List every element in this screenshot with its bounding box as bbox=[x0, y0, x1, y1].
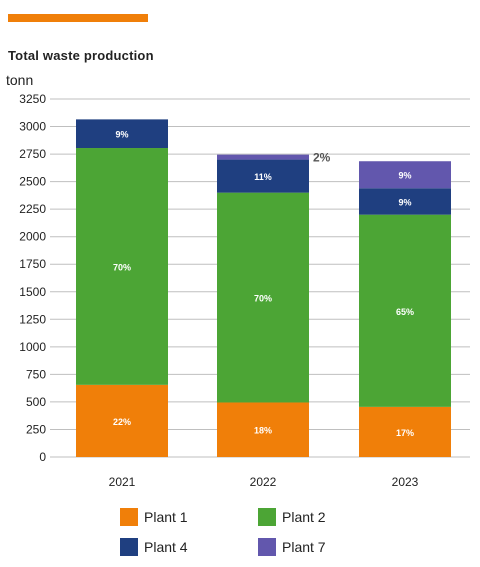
x-tick-label: 2021 bbox=[109, 475, 136, 489]
bar-segment-plant-2 bbox=[217, 192, 309, 403]
legend-item-plant-2: Plant 2 bbox=[258, 508, 326, 526]
data-label: 70% bbox=[254, 294, 272, 304]
y-tick-label: 2750 bbox=[19, 147, 46, 161]
data-label: 9% bbox=[398, 171, 411, 181]
data-label: 2% bbox=[313, 151, 331, 165]
accent-bar bbox=[8, 14, 148, 22]
legend-swatch-plant-2 bbox=[258, 508, 276, 526]
y-tick-label: 250 bbox=[26, 422, 46, 436]
data-label: 18% bbox=[254, 426, 272, 436]
legend-label-plant-1: Plant 1 bbox=[144, 509, 188, 525]
y-tick-label: 1250 bbox=[19, 312, 46, 326]
y-tick-label: 2250 bbox=[19, 202, 46, 216]
y-tick-label: 500 bbox=[26, 395, 46, 409]
bar-segment-plant-1 bbox=[217, 402, 309, 457]
legend-swatch-plant-1 bbox=[120, 508, 138, 526]
legend-item-plant-4: Plant 4 bbox=[120, 538, 188, 556]
y-tick-label: 3000 bbox=[19, 120, 46, 134]
bar-segment-plant-2 bbox=[359, 214, 451, 407]
y-axis-unit-label: tonn bbox=[6, 72, 34, 88]
bar-segment-plant-7 bbox=[217, 154, 309, 160]
data-label: 9% bbox=[398, 197, 411, 207]
bar-segment-plant-4 bbox=[359, 188, 451, 215]
data-label: 9% bbox=[115, 130, 128, 140]
data-label: 65% bbox=[396, 307, 414, 317]
data-label: 70% bbox=[113, 262, 131, 272]
legend-label-plant-4: Plant 4 bbox=[144, 539, 188, 555]
y-tick-label: 0 bbox=[39, 450, 46, 464]
legend-swatch-plant-7 bbox=[258, 538, 276, 556]
data-label: 11% bbox=[254, 172, 272, 182]
bar-segment-plant-2 bbox=[76, 148, 168, 385]
bar-segment-plant-7 bbox=[359, 161, 451, 189]
data-label: 17% bbox=[396, 428, 414, 438]
legend-label-plant-7: Plant 7 bbox=[282, 539, 326, 555]
y-tick-label: 1000 bbox=[19, 340, 46, 354]
y-tick-label: 1750 bbox=[19, 257, 46, 271]
y-tick-label: 2500 bbox=[19, 175, 46, 189]
legend-label-plant-2: Plant 2 bbox=[282, 509, 326, 525]
x-tick-label: 2023 bbox=[392, 475, 419, 489]
legend-item-plant-1: Plant 1 bbox=[120, 508, 188, 526]
bar-segment-plant-4 bbox=[76, 119, 168, 149]
x-tick-label: 2022 bbox=[250, 475, 277, 489]
bar-segment-plant-1 bbox=[76, 384, 168, 457]
y-tick-label: 1500 bbox=[19, 285, 46, 299]
y-tick-label: 750 bbox=[26, 367, 46, 381]
bar-segment-plant-1 bbox=[359, 406, 451, 457]
legend-item-plant-7: Plant 7 bbox=[258, 538, 326, 556]
y-tick-label: 3250 bbox=[19, 92, 46, 106]
bar-segment-plant-4 bbox=[217, 159, 309, 193]
data-label: 22% bbox=[113, 417, 131, 427]
chart-title: Total waste production bbox=[8, 48, 154, 63]
legend-swatch-plant-4 bbox=[120, 538, 138, 556]
y-tick-label: 2000 bbox=[19, 230, 46, 244]
